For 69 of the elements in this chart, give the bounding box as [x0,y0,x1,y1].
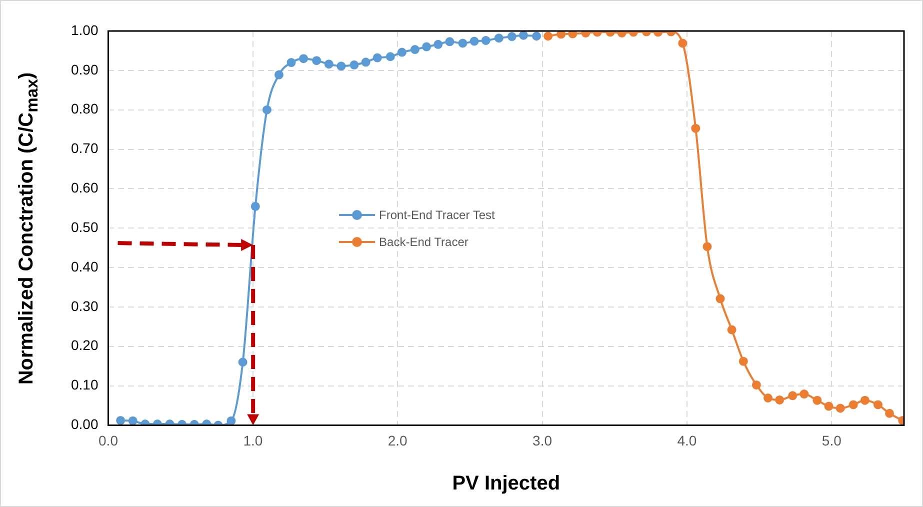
point [518,31,528,40]
point [458,38,468,48]
x-tick-label: 1.0 [243,432,263,448]
y-tick-label: 0.30 [71,298,98,314]
point [727,325,736,334]
x-tick-label: 3.0 [532,432,552,448]
point [286,58,296,68]
point [372,53,382,62]
point [507,32,516,42]
point [494,34,504,43]
y-tick-label: 1.00 [71,22,98,38]
point [691,124,700,133]
point [812,396,822,405]
point [226,416,236,426]
x-tick-label: 5.0 [822,432,842,448]
point [350,60,359,70]
point [738,356,748,366]
point [824,402,834,411]
point [116,416,126,425]
point [470,36,479,46]
point [445,37,454,46]
y-tick-label: 0.60 [71,180,98,196]
point [312,56,322,66]
legend-label: Back-End Tracer [379,234,468,249]
point [873,400,882,410]
point [238,358,248,367]
point [764,394,772,402]
y-tick-label: 0.50 [71,218,98,235]
point [386,52,395,62]
point [544,32,553,41]
point [128,416,138,426]
point [775,395,784,404]
point [481,36,490,45]
point [410,45,420,54]
y-tick-label: 0.70 [71,140,98,156]
point [299,54,308,64]
point [752,380,761,390]
point [800,390,809,399]
point [836,404,845,413]
point [556,31,566,39]
point [262,105,272,114]
point [336,62,346,71]
x-tick-label: 4.0 [677,432,697,448]
x-axis-title: PV Injected [452,472,560,495]
x-tick-label: 2.0 [388,432,408,448]
point [434,40,443,49]
legend-label: Front-End Tracer Test [379,208,495,222]
point [274,70,284,80]
point [422,42,432,52]
point [848,400,858,410]
point [716,294,725,304]
x-tick-label: 0.0 [98,432,118,448]
y-tick-label: 0.80 [71,100,98,117]
point [250,202,260,211]
point [324,60,334,69]
point [885,408,894,418]
point [788,391,798,400]
point [568,31,578,38]
point [532,32,542,41]
y-tick-label: 0.20 [71,337,98,354]
y-tick-label: 0.00 [71,416,98,432]
point [860,396,870,405]
point [397,48,406,57]
point [678,38,688,48]
y-tick-label: 0.90 [71,61,98,78]
y-tick-label: 0.40 [71,258,98,274]
y-tick-label: 0.10 [71,376,98,393]
point [361,58,370,67]
point [702,242,712,252]
